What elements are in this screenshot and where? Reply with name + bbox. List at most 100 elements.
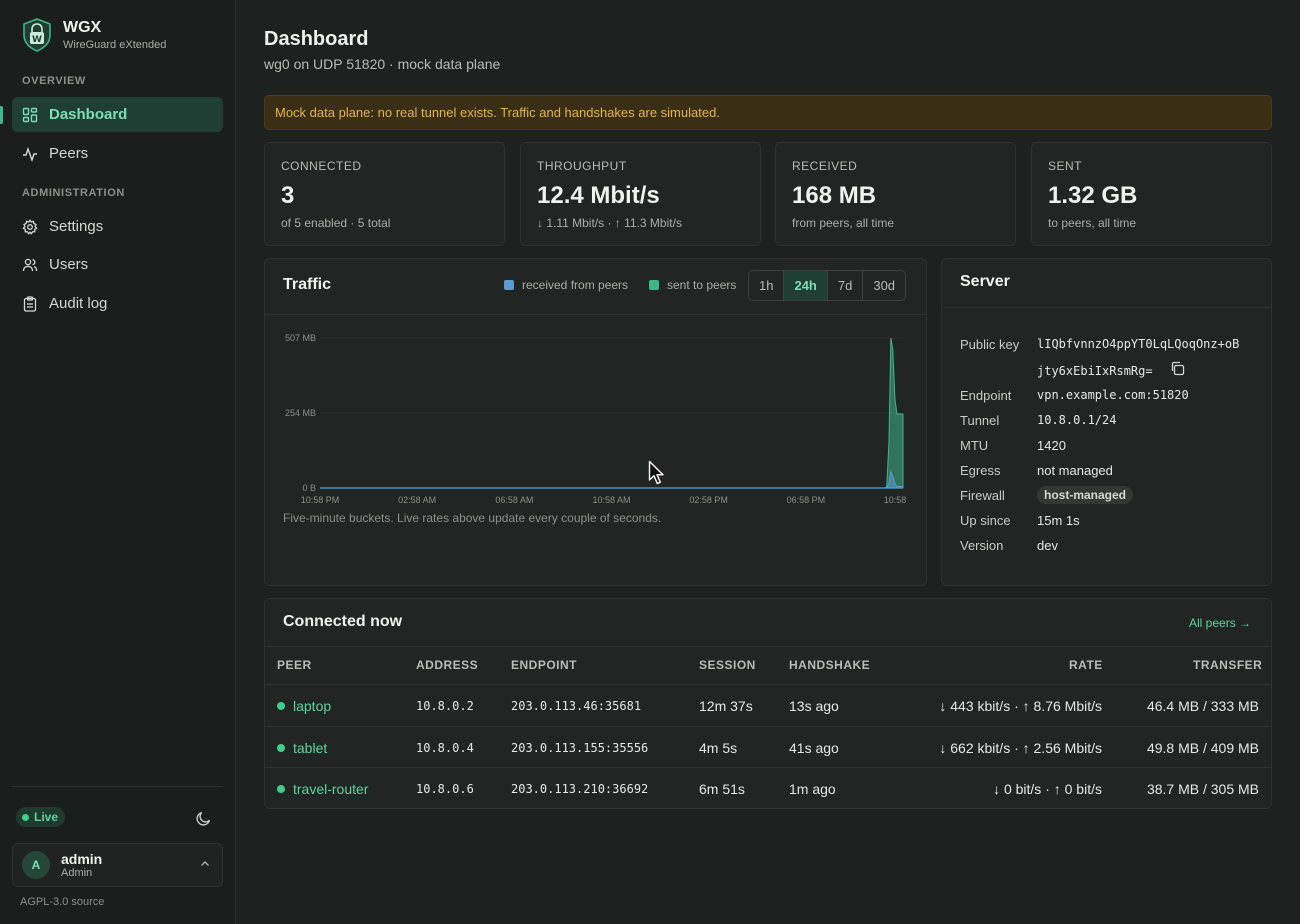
panel-divider (265, 646, 1271, 647)
stat-label: THROUGHPUT (537, 159, 627, 173)
nav-active-indicator (0, 106, 3, 124)
chart-note: Five-minute buckets. Live rates above up… (283, 511, 662, 525)
time-range-selector: 1h 24h 7d 30d (748, 270, 907, 301)
license-link[interactable]: AGPL-3.0 source (20, 896, 105, 908)
sidebar-item-audit-log[interactable]: Audit log (12, 286, 223, 321)
server-mtu: 1420 (1037, 438, 1066, 453)
handshake-cell: 1m ago (789, 780, 836, 797)
range-button-24h[interactable]: 24h (784, 271, 828, 300)
server-key-up-since: Up since (960, 513, 1011, 528)
stat-sub: to peers, all time (1048, 216, 1137, 230)
sidebar-item-label: Peers (49, 145, 89, 162)
x-tick-label: 06:58 PM (787, 495, 826, 505)
user-menu[interactable]: A admin Admin (12, 843, 223, 887)
x-tick-label: 10:58 PM (884, 495, 909, 505)
chevron-up-icon (201, 861, 209, 866)
sidebar-item-label: Settings (49, 218, 104, 235)
server-key-mtu: MTU (960, 438, 989, 453)
range-button-7d[interactable]: 7d (828, 271, 864, 300)
column-header-session[interactable]: SESSION (699, 658, 756, 672)
x-tick-label: 10:58 AM (592, 495, 630, 505)
stat-sub: from peers, all time (792, 216, 895, 230)
sidebar-item-peers[interactable]: Peers (12, 136, 223, 171)
server-key-public-key: Public key (960, 337, 1020, 352)
column-header-rate[interactable]: RATE (1069, 658, 1103, 672)
column-header-address[interactable]: ADDRESS (416, 658, 479, 672)
x-tick-label: 02:58 PM (689, 495, 728, 505)
stat-card-received: RECEIVED 168 MB from peers, all time (775, 142, 1016, 246)
endpoint-cell: 203.0.113.210:36692 (511, 781, 649, 796)
copy-icon[interactable] (1170, 361, 1185, 376)
column-header-handshake[interactable]: HANDSHAKE (789, 658, 871, 672)
sidebar-item-users[interactable]: Users (12, 247, 223, 282)
y-tick-label: 0 B (302, 483, 316, 493)
column-header-transfer[interactable]: TRANSFER (1193, 658, 1263, 672)
endpoint-cell: 203.0.113.155:35556 (511, 740, 649, 755)
rate-cell: ↓ 0 bit/s · ↑ 0 bit/s (993, 780, 1102, 797)
user-name: admin (61, 851, 103, 867)
y-tick-label: 507 MB (285, 333, 316, 343)
range-button-30d[interactable]: 30d (873, 278, 896, 293)
dashboard-icon (22, 107, 38, 123)
endpoint-cell: 203.0.113.46:35681 (511, 698, 642, 713)
moon-icon[interactable] (195, 810, 212, 827)
server-key-version: Version (960, 538, 1004, 553)
server-panel (941, 258, 1272, 586)
activity-icon (22, 146, 38, 162)
live-dot-icon (22, 813, 29, 821)
nav-section-overview: OVERVIEW (22, 75, 86, 87)
session-cell: 4m 5s (699, 739, 738, 756)
alert-text: Mock data plane: no real tunnel exists. … (275, 105, 720, 120)
peer-link[interactable]: tablet (293, 739, 328, 756)
table-row: tablet 10.8.0.4 203.0.113.155:35556 4m 5… (265, 726, 1271, 767)
session-cell: 12m 37s (699, 697, 753, 714)
series-area-sent (320, 337, 904, 489)
panel-divider (265, 314, 926, 315)
peer-cell: tablet (277, 727, 327, 768)
peer-cell: laptop (277, 685, 331, 726)
rate-cell: ↓ 662 kbit/s · ↑ 2.56 Mbit/s (939, 739, 1102, 756)
connected-panel (264, 598, 1272, 809)
table-row: laptop 10.8.0.2 203.0.113.46:35681 12m 3… (265, 684, 1271, 725)
nav-section-administration: ADMINISTRATION (22, 187, 125, 199)
peer-link[interactable]: travel-router (293, 780, 369, 797)
transfer-cell: 38.7 MB / 305 MB (1146, 780, 1259, 797)
server-version: dev (1037, 538, 1058, 553)
brand[interactable]: W WGX WireGuard eXtended (22, 18, 166, 52)
all-peers-link[interactable]: All peers → (1189, 616, 1252, 630)
address-cell: 10.8.0.6 (416, 781, 474, 796)
stat-card-connected: CONNECTED 3 of 5 enabled · 5 total (264, 142, 505, 246)
live-status-badge: Live (16, 807, 66, 827)
server-key-firewall: Firewall (960, 488, 1005, 503)
peer-link[interactable]: laptop (293, 697, 332, 714)
x-tick-label: 10:58 PM (301, 495, 340, 505)
online-dot-icon (277, 701, 285, 710)
column-header-peer[interactable]: PEER (277, 658, 312, 672)
stat-value: 3 (281, 182, 295, 209)
stat-value: 168 MB (792, 182, 877, 209)
server-tunnel: 10.8.0.1/24 (1037, 413, 1117, 427)
online-dot-icon (277, 784, 285, 793)
traffic-panel (264, 258, 927, 586)
stat-value: 12.4 Mbit/s (537, 182, 660, 209)
range-button-1h[interactable]: 1h (749, 271, 785, 300)
stat-label: CONNECTED (281, 159, 362, 173)
sidebar-item-settings[interactable]: Settings (12, 209, 223, 244)
firewall-badge: host-managed (1037, 486, 1134, 504)
sidebar: W WGX WireGuard eXtended OVERVIEW Dashbo… (0, 0, 236, 924)
stat-label: SENT (1048, 159, 1083, 173)
x-tick-label: 02:58 AM (398, 495, 436, 505)
peer-cell: travel-router (277, 768, 368, 809)
live-label: Live (34, 810, 59, 824)
table-row: travel-router 10.8.0.6 203.0.113.210:366… (265, 767, 1271, 808)
server-public-key-cont: jty6xEbiIxRsmRg= (1037, 364, 1153, 378)
stat-card-sent: SENT 1.32 GB to peers, all time (1031, 142, 1272, 246)
server-endpoint: vpn.example.com:51820 (1037, 388, 1189, 402)
sidebar-item-dashboard[interactable]: Dashboard (12, 97, 223, 132)
svg-text:W: W (32, 35, 42, 45)
legend-swatch (649, 280, 659, 290)
handshake-cell: 41s ago (789, 739, 839, 756)
page-title: Dashboard (264, 28, 369, 50)
column-header-endpoint[interactable]: ENDPOINT (511, 658, 578, 672)
server-title: Server (960, 273, 1010, 290)
